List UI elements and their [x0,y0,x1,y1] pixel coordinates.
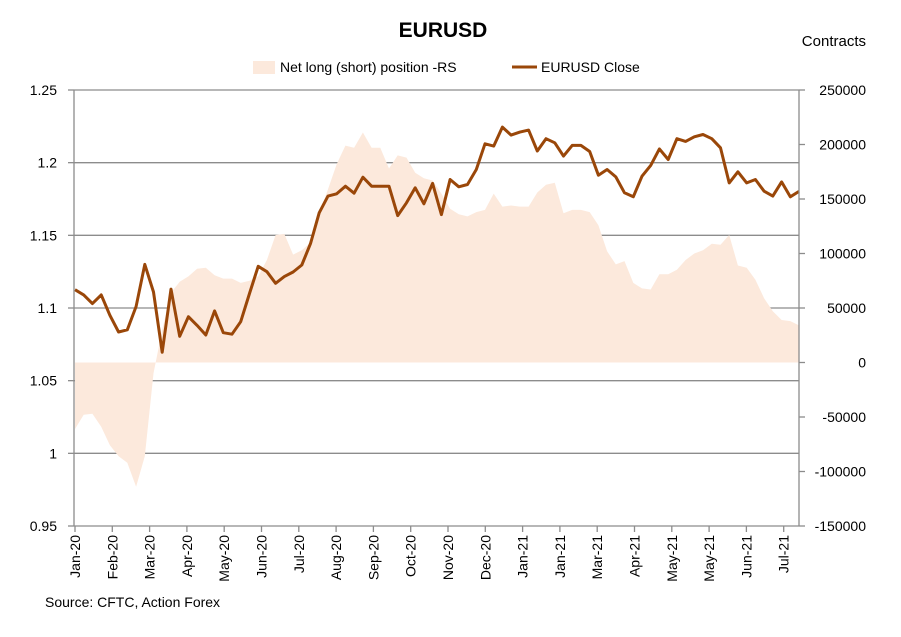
right-tick-label: -100000 [815,464,867,480]
x-tick-label: Sep-20 [365,535,381,580]
x-tick-label: Aug-20 [328,535,344,580]
x-tick-label: Oct-20 [403,535,419,577]
x-tick-label: Apr-21 [627,535,643,577]
right-axis-labels: 250000 200000 150000 100000 50000 0 -50000 -100… [815,82,867,534]
left-tick-label: 1.15 [30,227,57,243]
x-tick-label: Feb-20 [104,535,120,580]
x-tick-label: Apr-20 [179,535,195,577]
right-tick-label: 50000 [827,300,866,316]
right-tick-label: 100000 [819,246,866,262]
left-tick-label: 1 [49,445,57,461]
left-tick-label: 1.2 [38,155,58,171]
right-tick-label: 250000 [819,82,866,98]
x-tick-label: Jun-21 [738,535,754,578]
net-position-area [75,132,799,487]
x-tick-label: Jul-21 [776,535,792,573]
x-tick-label: May-21 [664,535,680,582]
right-tick-label: 0 [858,355,866,371]
x-tick-label: Jan-21 [515,535,531,578]
right-tick-label: 200000 [819,137,866,153]
right-tick-label: -50000 [822,409,866,425]
x-tick-label: May-20 [216,535,232,582]
x-axis-labels: Jan-20 Feb-20 Mar-20 Apr-20 May-20 Jun-20 Jul-… [67,535,792,582]
legend-area-swatch [253,61,275,74]
left-tick-label: 1.05 [30,373,57,389]
eurusd-close-line [74,125,800,354]
x-tick-label: Jan-21 [552,535,568,578]
right-tick-label: -150000 [815,518,867,534]
legend: Net long (short) position -RS EURUSD Clo… [253,59,640,75]
x-tick-label: Jun-20 [254,535,270,578]
axes [68,89,805,532]
x-tick-label: Dec-20 [477,535,493,580]
chart-title: EURUSD [399,19,488,42]
left-tick-label: 1.1 [38,300,58,316]
left-tick-label: 0.95 [30,518,57,534]
legend-line-label: EURUSD Close [541,59,640,75]
x-tick-label: Jul-20 [291,535,307,573]
x-tick-label: Mar-21 [589,535,605,580]
legend-area-label: Net long (short) position -RS [280,59,457,75]
left-axis-labels: 1.25 1.2 1.15 1.1 1.05 1 0.95 [30,82,57,534]
source-note: Source: CFTC, Action Forex [45,594,220,610]
x-tick-label: Mar-20 [142,535,158,580]
right-axis-title: Contracts [802,33,866,50]
right-tick-label: 150000 [819,191,866,207]
x-tick-label: Nov-20 [440,535,456,580]
left-tick-label: 1.25 [30,82,57,98]
x-tick-label: May-21 [701,535,717,582]
x-tick-label: Jan-20 [67,535,83,578]
